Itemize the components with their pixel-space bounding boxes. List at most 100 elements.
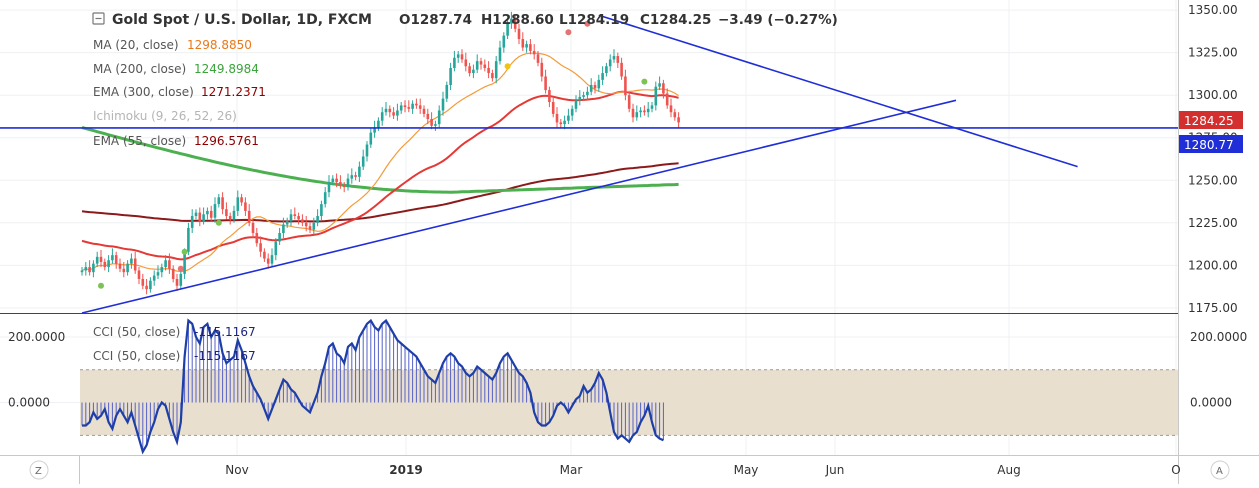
candle-body (221, 197, 224, 210)
candle-body (156, 272, 160, 276)
candle-body (198, 212, 202, 222)
auto-scale-button-label: A (1216, 466, 1223, 477)
candle-body (662, 83, 665, 94)
candle-body (335, 178, 338, 182)
candle-body (593, 84, 597, 89)
trendline (598, 14, 1078, 168)
candle-body (130, 258, 133, 264)
candle-body (582, 95, 585, 97)
candle-body (521, 39, 525, 48)
candle-body (255, 233, 259, 244)
candle-body (282, 224, 285, 234)
candle-body (137, 270, 141, 279)
candle-body (430, 119, 433, 126)
zoom-button-left[interactable] (29, 460, 49, 480)
ichimoku-dot (641, 78, 648, 85)
candle-body (498, 47, 502, 62)
price-axis-ticks[interactable]: 1175.001200.001225.001250.001275.001300.… (1188, 3, 1238, 315)
candle-body (331, 178, 335, 182)
price-tick-label: 1325.00 (1188, 46, 1238, 60)
candle-body (301, 219, 304, 223)
candle-body (160, 267, 164, 273)
candle-body (608, 59, 612, 67)
candle-body (673, 112, 677, 118)
candle-body (316, 216, 319, 223)
legend-cci-label-2[interactable]: CCI (50, close) (93, 349, 180, 363)
candle-body (84, 267, 88, 271)
candle-body (494, 61, 498, 79)
auto-scale-button[interactable] (1210, 460, 1230, 480)
candle-body (544, 76, 547, 91)
time-axis-ticks[interactable]: Nov 2019 Mar May Jun Aug O (225, 463, 1180, 477)
candle-body (236, 197, 240, 211)
candle-body (206, 210, 209, 215)
legend-cci-value-2: -115.1167 (194, 349, 256, 363)
ohlc-low: L1284.19 (559, 12, 629, 28)
candle-body (278, 233, 281, 242)
candle-body (654, 86, 658, 106)
candle-body (525, 44, 528, 48)
candle-body (99, 256, 103, 262)
candle-body (399, 105, 403, 111)
ichimoku-dot (215, 219, 222, 226)
time-tick-label: Aug (997, 463, 1020, 477)
trendlines[interactable] (0, 14, 1178, 314)
candle-body (468, 66, 471, 74)
legend-ma20-label[interactable]: MA (20, close) (93, 38, 179, 52)
candle-body (422, 108, 426, 114)
candle-body (388, 108, 392, 113)
legend-ema55-value: 1296.5761 (194, 134, 259, 148)
candle-body (620, 62, 623, 77)
candle-body (415, 103, 418, 106)
candle-body (510, 18, 513, 24)
candle-body (339, 181, 342, 186)
candle-body (407, 107, 411, 109)
candle-body (92, 263, 95, 273)
candle-body (228, 216, 232, 220)
candle-body (456, 54, 460, 58)
time-tick-label: May (734, 463, 759, 477)
legend-ichimoku-label[interactable]: Ichimoku (9, 26, 52, 26) (93, 109, 237, 123)
candle-body (358, 166, 361, 177)
candle-body (312, 222, 316, 230)
collapse-legend-icon[interactable] (92, 12, 105, 25)
candle-body (559, 122, 563, 125)
candle-body (308, 226, 312, 230)
legend-cci-label-1[interactable]: CCI (50, close) (93, 325, 180, 339)
ichimoku-dot (565, 29, 572, 36)
ohlc-high: H1288.60 (481, 12, 554, 28)
candle-body (350, 175, 354, 179)
candle-body (179, 273, 183, 286)
legend-ma200-label[interactable]: MA (200, close) (93, 62, 186, 76)
candle-body (225, 209, 228, 217)
cci-axis-ticks[interactable]: 0.0000 0.0000 200.0000 200.0000 (8, 330, 1247, 410)
candle-body (187, 227, 190, 252)
candle-body (578, 96, 582, 101)
candle-body (597, 79, 601, 89)
candle-body (346, 178, 350, 188)
candle-body (449, 67, 452, 85)
ma200-line (81, 126, 679, 194)
candle-body (529, 44, 532, 51)
legend-cci-value-1: -115.1167 (194, 325, 256, 339)
ichimoku-dot (504, 63, 511, 70)
candle-body (149, 280, 152, 290)
legend-ema300-value: 1271.2371 (201, 85, 266, 99)
candle-body (244, 202, 247, 211)
candle-body (190, 216, 194, 228)
candle-body (589, 84, 593, 92)
candle-body (217, 197, 221, 205)
candle-body (502, 35, 506, 48)
legend-ema300-label[interactable]: EMA (300, close) (93, 85, 194, 99)
candle-body (460, 54, 464, 60)
legend-ema55-label[interactable]: EMA (55, close) (93, 134, 186, 148)
candle-body (631, 108, 635, 118)
candle-body (586, 91, 589, 96)
candle-body (548, 90, 551, 102)
candle-body (266, 258, 270, 264)
candle-body (445, 84, 449, 99)
candle-body (380, 112, 384, 121)
candle-body (141, 278, 145, 286)
candle-body (103, 261, 107, 268)
candle-body (259, 243, 262, 252)
